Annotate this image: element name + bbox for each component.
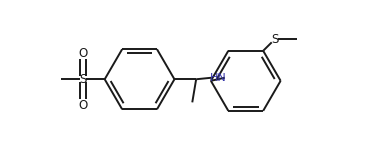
Text: HN: HN xyxy=(209,73,226,83)
Text: O: O xyxy=(79,47,88,60)
Text: O: O xyxy=(79,99,88,112)
Text: S: S xyxy=(271,33,278,46)
Text: S: S xyxy=(79,73,87,86)
